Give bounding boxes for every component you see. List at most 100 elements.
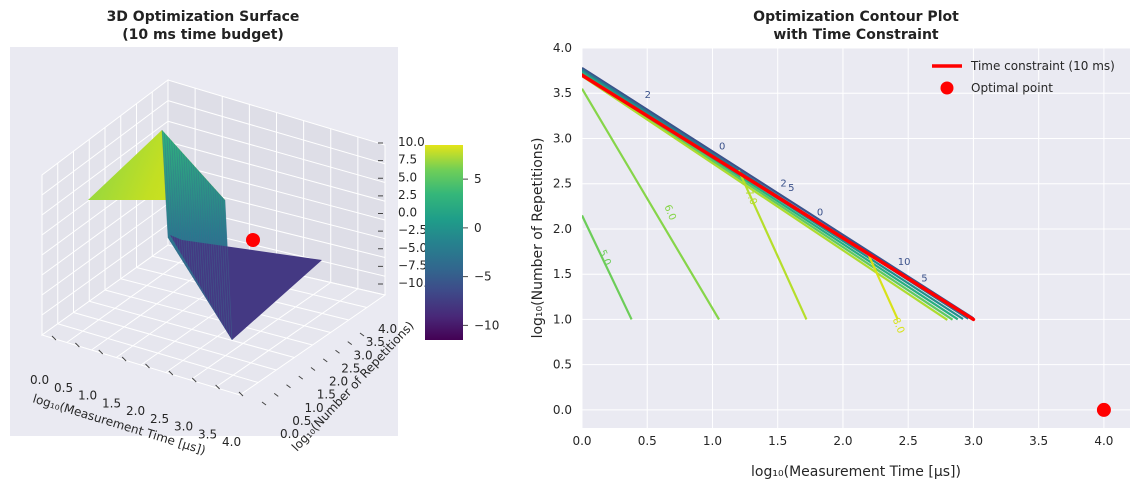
surface-x-tick-label: 2.0 <box>126 404 145 418</box>
surface-stripe <box>188 159 196 282</box>
contour-x-tick-label: 2.5 <box>899 434 918 448</box>
surface-y-tick-label: 1.0 <box>305 401 324 415</box>
surface-y-tick-label: 2.0 <box>329 375 348 389</box>
legend-optimal-point-swatch <box>940 81 954 95</box>
back-pane-grid-line <box>167 120 386 183</box>
surface-stripe <box>207 181 216 313</box>
contour-y-tick-label: 2.0 <box>553 222 572 236</box>
surface-y-tick-mark <box>359 332 365 337</box>
surface-stripe <box>190 162 198 286</box>
contour-x-ticks: 0.0 0.5 1.0 1.5 2.0 2.5 3.0 3.5 4.0 <box>572 434 1113 448</box>
surface-z-tick-label: 10.0 <box>398 135 425 149</box>
surface-x-tick-mark <box>168 370 174 376</box>
surface-x-tick-label: 4.0 <box>222 435 241 449</box>
contour-boundary-label: 5 <box>921 273 927 284</box>
contour-y-tick-label: 2.5 <box>553 177 572 191</box>
surface-stripe <box>178 148 186 266</box>
surface-z-tick-label: 2.5 <box>398 188 417 202</box>
back-pane-grid-line <box>167 162 386 221</box>
surface-x-tick-mark <box>238 391 244 397</box>
surface-stripe <box>205 178 213 309</box>
legend-time-constraint-label: Time constraint (10 ms) <box>970 59 1115 73</box>
surface-stripes <box>161 129 233 341</box>
surface-stripe <box>215 189 223 325</box>
surface-stripe <box>183 154 191 274</box>
contour-optimal-point <box>1096 402 1111 417</box>
contour-y-tick-label: 4.0 <box>553 41 572 55</box>
surface-z-tick-label: −5.0 <box>398 241 427 255</box>
surface-z-tick-label: −7.5 <box>398 258 427 272</box>
surface-stripe <box>198 170 206 297</box>
legend-optimal-point-label: Optimal point <box>971 81 1053 95</box>
surface-stripe <box>200 173 208 301</box>
contour-boundary-label: 2 <box>780 178 786 189</box>
surface-x-tick-label: 0.0 <box>30 373 49 387</box>
colorbar-tick-label: 5 <box>474 172 482 186</box>
surface-stripe <box>212 186 220 321</box>
surface-stripe <box>166 135 174 246</box>
surface-y-tick-mark <box>347 341 353 346</box>
contour-boundary-label: 10 <box>898 257 911 268</box>
surface-x-ticks: 0.0 0.5 1.0 1.5 2.0 2.5 3.0 3.5 4.0 <box>30 335 244 449</box>
surface-y-tick-label: 3.5 <box>366 335 385 349</box>
colorbar <box>425 145 463 340</box>
colorbar-tick-label: −5 <box>474 270 492 284</box>
floor-grid-line <box>104 289 313 346</box>
surface-y-tick-label: 0.5 <box>292 414 311 428</box>
surface-x-tick-mark <box>145 363 150 369</box>
surface-y-tick-mark <box>335 349 340 354</box>
surface-3d-panel: 3D Optimization Surface (10 ms time budg… <box>10 9 499 457</box>
surface-z-tick-label: 5.0 <box>398 170 417 184</box>
surface-y-tick-mark <box>322 358 328 363</box>
contour-y-tick-label: 1.5 <box>553 267 572 281</box>
contour-boundary-label: 0 <box>817 207 823 218</box>
contour-legend: Time constraint (10 ms) Optimal point <box>932 59 1115 95</box>
surface-stripe <box>173 143 181 258</box>
surface-x-tick-label: 1.0 <box>78 389 97 403</box>
contour-x-tick-label: 2.0 <box>833 434 852 448</box>
surface-stripe <box>176 146 184 262</box>
contour-x-tick-label: 3.5 <box>1029 434 1048 448</box>
contour-title-line-1: Optimization Contour Plot <box>753 9 959 25</box>
surface-x-tick-label: 2.5 <box>150 412 169 426</box>
contour-x-tick-label: 0.0 <box>572 434 591 448</box>
contour-y-tick-label: 0.5 <box>553 358 572 372</box>
surface-low-plateau <box>170 235 322 340</box>
surface-stripe <box>210 183 218 317</box>
surface-stripe <box>171 140 179 254</box>
surface-stripe <box>164 132 171 242</box>
surface-y-tick-mark <box>261 401 267 406</box>
contour-x-axis-label: log₁₀(Measurement Time [μs]) <box>751 464 961 480</box>
surface-y-tick-label: 0.0 <box>280 427 299 441</box>
floor-grid-line <box>190 282 332 381</box>
surface-x-tick-mark <box>121 356 127 362</box>
surface-stripe <box>161 129 169 239</box>
surface-x-tick-label: 1.5 <box>102 396 121 410</box>
surface-y-tick-label: 2.5 <box>341 361 360 375</box>
contour-x-tick-label: 1.0 <box>703 434 722 448</box>
left-pane-grid-line <box>41 120 169 216</box>
contour-x-tick-label: 0.5 <box>638 434 657 448</box>
surface-stripe <box>168 138 176 250</box>
contour-x-tick-label: 3.0 <box>964 434 983 448</box>
surface-z-tick-label: 7.5 <box>398 153 417 167</box>
contour-y-axis-label: log₁₀(Number of Repetitions) <box>530 138 546 339</box>
surface-y-tick-label: 4.0 <box>378 322 397 336</box>
colorbar-ticks: −10 −5 0 5 <box>463 172 499 332</box>
contour-y-tick-label: 3.5 <box>553 86 572 100</box>
contour-boundary-label: 0 <box>719 141 725 152</box>
surface-x-tick-mark <box>51 335 57 341</box>
contour-y-tick-label: 0.0 <box>553 403 572 417</box>
contour-line-7.0 <box>737 169 808 320</box>
surface-title-line-1: 3D Optimization Surface <box>107 9 300 25</box>
contour-line-5.0 <box>582 214 633 320</box>
surface-stripe <box>181 151 188 270</box>
left-pane-grid-line <box>41 100 169 196</box>
surface-y-tick-mark <box>298 375 304 380</box>
contour-panel: Optimization Contour Plot with Time Cons… <box>530 9 1130 480</box>
contour-line-6.0 <box>582 88 720 320</box>
surface-x-tick-mark <box>98 349 104 355</box>
surface-stripe <box>224 199 233 341</box>
surface-y-tick-mark <box>310 367 316 371</box>
